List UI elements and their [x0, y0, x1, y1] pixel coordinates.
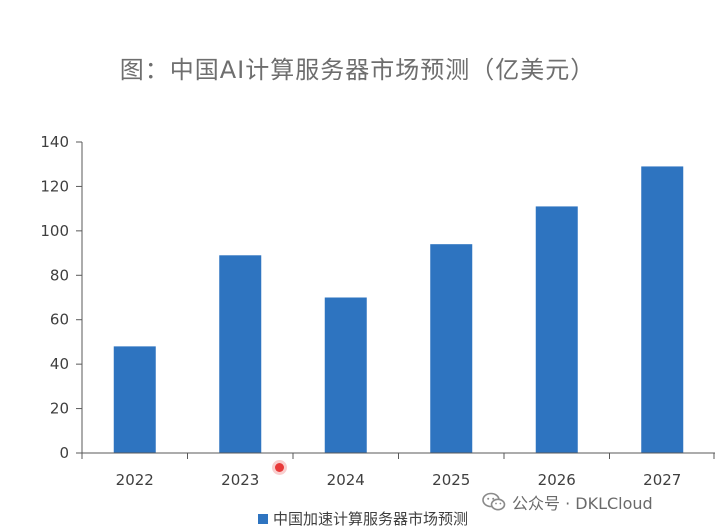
y-tick-label: 140 — [40, 133, 69, 151]
y-tick-label: 80 — [50, 266, 69, 284]
y-tick-label: 120 — [40, 177, 69, 195]
wechat-icon — [482, 492, 506, 512]
y-tick-label: 20 — [50, 400, 69, 418]
x-axis: 2022 2023 2024 2025 2026 2027 — [82, 453, 715, 489]
y-axis: 0 20 40 60 80 100 120 140 — [40, 133, 82, 462]
watermark: 公众号 · DKLCloud — [482, 490, 653, 514]
x-tick-label: 2025 — [432, 471, 470, 489]
x-tick-label: 2023 — [221, 471, 259, 489]
x-tick-label: 2022 — [116, 471, 154, 489]
x-tick-label: 2026 — [538, 471, 576, 489]
bar-2026 — [536, 206, 578, 453]
bar-2027 — [641, 166, 683, 453]
bars — [114, 166, 684, 453]
y-tick-label: 60 — [50, 311, 69, 329]
cursor-marker — [275, 463, 284, 472]
bar-2023 — [219, 255, 261, 453]
legend-swatch — [258, 514, 268, 524]
y-tick-label: 40 — [50, 355, 69, 373]
bar-2025 — [430, 244, 472, 453]
y-tick-label: 0 — [59, 444, 69, 462]
y-tick-label: 100 — [40, 222, 69, 240]
x-tick-label: 2027 — [643, 471, 681, 489]
legend: 中国加速计算服务器市场预测 — [258, 510, 468, 528]
watermark-text: 公众号 · DKLCloud — [512, 490, 653, 514]
legend-label: 中国加速计算服务器市场预测 — [273, 510, 468, 528]
bar-2022 — [114, 346, 156, 453]
bar-2024 — [325, 298, 367, 454]
x-tick-label: 2024 — [327, 471, 365, 489]
